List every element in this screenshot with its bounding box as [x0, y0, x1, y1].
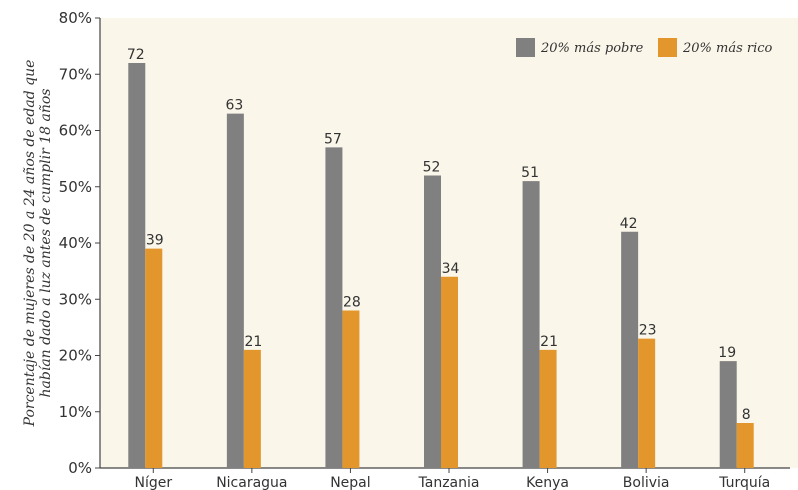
- x-tick-label: Nicaragua: [216, 475, 287, 490]
- bar-poorest: [226, 113, 244, 468]
- data-label: 8: [742, 407, 751, 423]
- x-tick-label: Kenya: [526, 475, 569, 490]
- y-tick-label: 50%: [59, 178, 92, 196]
- axes: 0% 10% 20% 30% 40% 50% 60% 70% 80% Níger Nicaragua…: [59, 9, 790, 490]
- bars: 72 39 63 21 57 28 52 34 51 21 42 23 19 8: [127, 47, 754, 468]
- y-tick-label: 30%: [59, 290, 92, 308]
- legend-swatch: [658, 38, 677, 57]
- bar-richest: [539, 349, 557, 468]
- data-label: 42: [620, 216, 638, 232]
- data-label: 51: [521, 165, 539, 181]
- bar-richest: [736, 423, 754, 468]
- y-axis-label: Porcentaje de mujeres de 20 a 24 años de…: [22, 60, 54, 428]
- bar-poorest: [128, 63, 146, 468]
- bar-richest: [243, 349, 261, 468]
- bar-poorest: [522, 181, 540, 468]
- data-label: 19: [718, 345, 736, 361]
- data-label: 28: [343, 295, 361, 311]
- data-label: 57: [324, 131, 342, 147]
- y-tick-label: 0%: [68, 459, 92, 477]
- bar-poorest: [621, 231, 639, 468]
- y-tick-label: 60%: [59, 122, 92, 140]
- bar-richest: [342, 310, 360, 468]
- bar-richest: [638, 338, 656, 468]
- y-tick-label: 70%: [59, 65, 92, 83]
- y-tick-label: 20%: [59, 347, 92, 365]
- data-label: 72: [127, 47, 145, 63]
- legend: 20% más pobre 20% más rico: [516, 38, 773, 57]
- y-axis-label-line-1: Porcentaje de mujeres de 20 a 24 años de…: [22, 60, 38, 428]
- data-label: 34: [442, 261, 460, 277]
- x-tick-label: Nepal: [330, 475, 370, 490]
- data-label: 21: [244, 334, 262, 350]
- data-label: 21: [540, 334, 558, 350]
- y-tick-label: 80%: [59, 9, 92, 27]
- data-label: 39: [146, 233, 164, 249]
- x-tick-label: Tanzania: [418, 475, 480, 490]
- data-label: 63: [225, 98, 243, 114]
- bar-poorest: [325, 147, 343, 468]
- y-tick-label: 40%: [59, 234, 92, 252]
- legend-label: 20% más pobre: [540, 41, 644, 56]
- data-label: 52: [423, 160, 441, 176]
- bar-poorest: [719, 361, 737, 468]
- x-tick-label: Bolivia: [623, 475, 670, 490]
- bar-richest: [441, 276, 458, 468]
- legend-swatch: [516, 38, 535, 57]
- data-label: 23: [639, 323, 657, 339]
- bar-richest: [145, 248, 163, 468]
- y-axis-label-line-2: habían dado a luz antes de cumplir 18 añ…: [38, 89, 54, 398]
- x-tick-label: Turquía: [718, 475, 770, 490]
- legend-label: 20% más rico: [682, 41, 773, 56]
- y-tick-label: 10%: [59, 403, 92, 421]
- bar-poorest: [424, 175, 441, 468]
- x-tick-label: Níger: [134, 475, 172, 490]
